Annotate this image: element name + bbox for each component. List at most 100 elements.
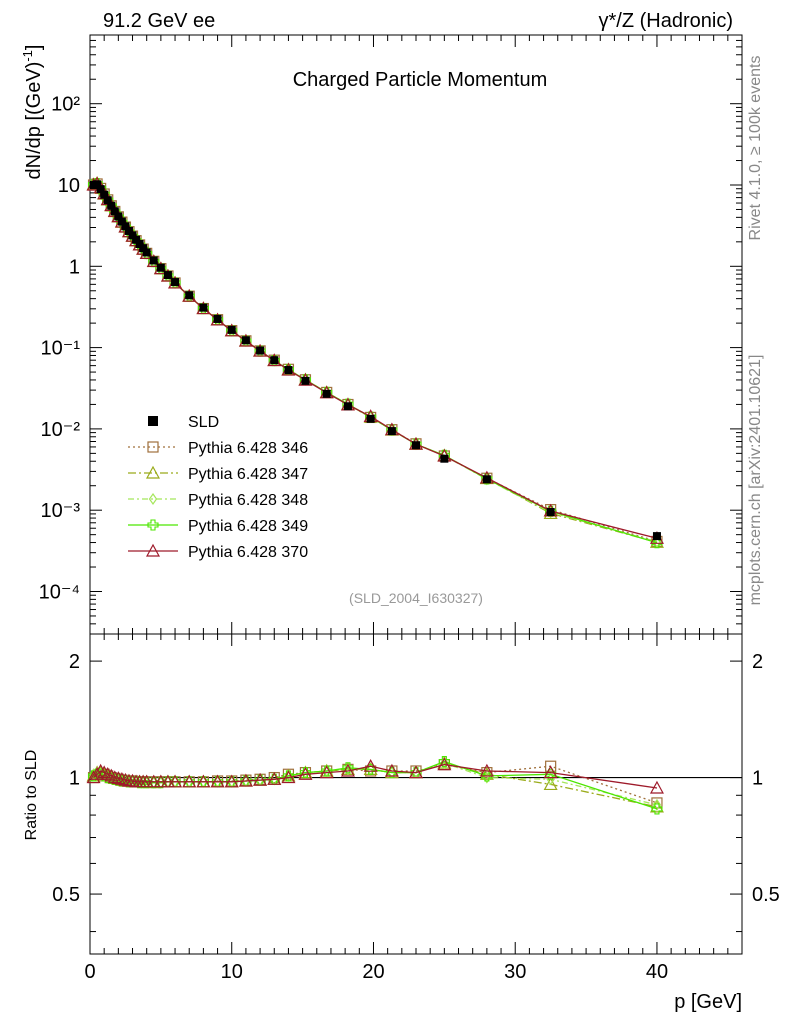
data-point	[107, 201, 116, 210]
legend-marker	[145, 543, 161, 557]
legend-marker	[148, 492, 158, 506]
ratio-tick-label: 1	[69, 768, 80, 790]
data-point	[163, 271, 172, 280]
ratio-point-5	[479, 763, 494, 777]
data-point	[117, 217, 126, 226]
data-point	[284, 366, 293, 375]
ratio-point-4	[651, 803, 663, 815]
ratio-point-5	[153, 774, 168, 788]
ratio-tick-label: 2	[69, 651, 80, 673]
data-point	[135, 240, 144, 249]
ratio-point-1	[651, 797, 663, 809]
ratio-point-5	[86, 770, 101, 784]
ratio-point-5	[168, 774, 183, 788]
ratio-point-5	[160, 774, 175, 788]
legend-label: Pythia 6.428 347	[188, 466, 308, 483]
legend-marker	[145, 465, 161, 479]
data-point	[100, 190, 109, 199]
ratio-point-5	[139, 774, 154, 788]
rivet-label: Rivet 4.1.0, ≥ 100k events	[747, 56, 764, 241]
legend-label: Pythia 6.428 370	[188, 544, 308, 561]
data-point	[412, 441, 420, 450]
data-point	[96, 185, 105, 194]
ratio-tick-label-right: 1	[752, 768, 763, 790]
ratio-point-5	[267, 772, 282, 785]
data-point	[156, 263, 165, 272]
x-axis-title: p [GeV]	[674, 991, 742, 1013]
header-energy: 91.2 GeV ee	[103, 10, 215, 32]
ratio-point-5	[111, 771, 126, 785]
data-point	[121, 222, 130, 231]
ratio-point-5	[281, 770, 296, 784]
data-series	[86, 176, 664, 549]
ratio-point-5	[408, 765, 424, 779]
ratio-point-5	[384, 763, 399, 777]
ratio-point-5	[543, 765, 558, 779]
data-point	[128, 231, 137, 240]
y-tick-label: 10²	[51, 94, 80, 116]
ratio-point-5	[649, 780, 664, 794]
data-point	[199, 303, 208, 312]
data-point	[482, 475, 491, 484]
ratio-y-axis-title: Ratio to SLD	[23, 750, 40, 841]
ratio-point-5	[100, 767, 115, 780]
data-point	[110, 207, 119, 216]
header-process: γ*/Z (Hadronic)	[599, 10, 733, 32]
data-point	[124, 226, 133, 235]
data-point	[301, 376, 310, 385]
data-point	[241, 336, 250, 345]
legend-marker	[148, 416, 158, 426]
ratio-point-5	[253, 772, 268, 786]
legend-marker	[147, 519, 159, 531]
ratio-point-5	[437, 757, 452, 771]
data-point	[149, 256, 158, 265]
ratio-point-5	[146, 774, 161, 788]
legend-label: Pythia 6.428 346	[188, 440, 308, 457]
y-tick-label: 1	[69, 256, 80, 278]
data-point	[440, 454, 449, 463]
data-point	[185, 291, 194, 300]
data-point	[366, 414, 375, 423]
ratio-point-5	[210, 774, 225, 788]
mcplots-label: mcplots.cern.ch [arXiv:2401.10621]	[747, 355, 764, 606]
ratio-point-5	[125, 773, 140, 787]
ratio-point-5	[224, 774, 239, 788]
data-point	[546, 508, 555, 517]
y-tick-label: 10⁻¹	[41, 338, 81, 360]
legend-label: Pythia 6.428 349	[188, 518, 308, 535]
x-tick-label: 20	[362, 961, 384, 983]
chart-title: Charged Particle Momentum	[293, 69, 548, 91]
ratio-plot-frame	[89, 633, 743, 955]
data-point	[114, 212, 123, 221]
ratio-point-5	[363, 758, 378, 772]
ratio-tick-label-right: 0.5	[752, 884, 780, 906]
data-point	[256, 346, 265, 355]
axis-ticks: 0 10 20 30 40 10⁻⁴ 10⁻³ 10⁻² 10⁻¹ 1 10 10² 0.5 0.5 1 1 2…	[39, 34, 780, 983]
y-tick-label: 10	[58, 175, 80, 197]
series-line-3	[93, 182, 658, 543]
ratio-tick-label: 0.5	[52, 884, 80, 906]
data-point	[103, 196, 112, 205]
series-line-5	[93, 182, 658, 539]
data-point	[93, 180, 102, 189]
ratio-point-5	[298, 767, 313, 780]
ratio-point-5	[104, 768, 119, 782]
y-tick-label: 10⁻³	[41, 500, 81, 522]
data-point	[213, 314, 222, 323]
ratio-point-2	[543, 777, 558, 791]
series-line-4	[93, 182, 658, 544]
data-point	[322, 389, 331, 398]
ratio-point-5	[340, 763, 355, 777]
series-line-1	[93, 183, 658, 543]
legend: SLD Pythia 6.428 346 Pythia 6.428 347 Pythi…	[128, 414, 308, 561]
ratio-point-5	[107, 770, 122, 784]
y-tick-label: 10⁻²	[41, 419, 81, 441]
y-tick-label: 10⁻⁴	[39, 581, 80, 603]
x-tick-label: 40	[646, 961, 668, 983]
ratio-point-1	[545, 760, 557, 772]
data-point	[139, 244, 148, 253]
data-point	[387, 427, 396, 436]
x-tick-label: 10	[221, 961, 243, 983]
ratio-tick-label-right: 2	[752, 651, 763, 673]
